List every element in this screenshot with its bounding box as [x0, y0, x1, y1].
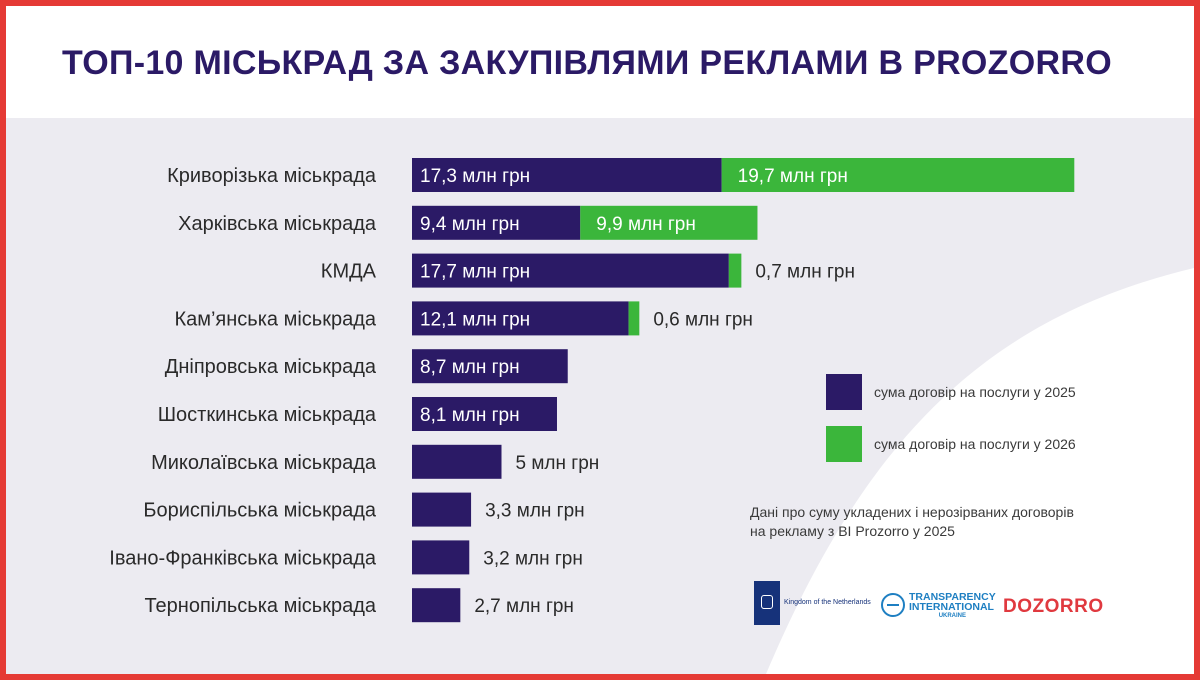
bar-2026 — [721, 158, 1075, 192]
source-note-line: на рекламу з BI Prozorro у 2025 — [750, 523, 955, 539]
category-label: Кам’янська міськрада — [174, 308, 376, 330]
data-label-2026: 9,9 млн грн — [596, 214, 696, 235]
legend-label-2025: сума договір на послуги у 2025 — [874, 384, 1076, 400]
data-label-2025: 17,3 млн грн — [420, 166, 530, 187]
data-label-2025: 17,7 млн грн — [420, 262, 530, 283]
bar-2026 — [728, 253, 742, 288]
white-curve-decoration — [766, 268, 1194, 674]
bar-2025 — [412, 540, 470, 575]
bar-2025 — [412, 301, 629, 336]
netherlands-emblem-icon — [754, 581, 780, 625]
bar-2025 — [412, 205, 581, 240]
infographic-frame: ТОП-10 МІСЬКРАД ЗА ЗАКУПІВЛЯМИ РЕКЛАМИ В… — [6, 6, 1194, 674]
ti-logo-text: TRANSPARENCY INTERNATIONAL UKRAINE — [909, 592, 996, 620]
category-label: Харківська міськрада — [178, 213, 377, 235]
bar-2025 — [412, 397, 557, 431]
data-label-2025: 8,1 млн грн — [420, 405, 520, 426]
legend-swatch-2025 — [826, 374, 862, 410]
stacked-bar-chart: Криворізька міськрада 17,3 млн грн 19,7 мл… — [109, 158, 1075, 623]
transparency-international-logo: TRANSPARENCY INTERNATIONAL UKRAINE — [881, 590, 996, 624]
bar-2025 — [412, 253, 729, 288]
bar-2025 — [412, 588, 461, 623]
data-label-2025: 12,1 млн грн — [420, 309, 530, 330]
ti-logo-line: INTERNATIONAL — [909, 601, 994, 613]
legend-swatch-2026 — [826, 426, 862, 462]
category-label: Шосткинська міськрада — [158, 404, 377, 426]
netherlands-logo: Kingdom of the Netherlands — [754, 581, 871, 625]
globe-icon — [881, 593, 905, 617]
category-label: Івано-Франківська міськрада — [109, 547, 377, 569]
category-label: Миколаївська міськрада — [151, 452, 377, 474]
dozorro-logo: DOZORRO — [1003, 596, 1104, 617]
bar-2026 — [580, 205, 758, 240]
source-note-line: Дані про суму укладених і нерозірваних д… — [750, 504, 1074, 520]
data-label-2025: 3,2 млн грн — [483, 548, 583, 569]
data-label-2025: 5 млн грн — [516, 453, 600, 474]
netherlands-logo-text: Kingdom of the Netherlands — [784, 599, 871, 606]
data-label-2025: 2,7 млн грн — [474, 596, 574, 617]
ti-logo-line: UKRAINE — [938, 613, 967, 619]
data-label-2026: 19,7 млн грн — [738, 166, 848, 187]
category-label: Криворізька міськрада — [167, 165, 377, 187]
bar-2025 — [412, 492, 472, 527]
bar-2025 — [412, 444, 502, 479]
ti-logo-line: TRANSPARENCY — [909, 591, 996, 603]
data-label-2026: 0,7 млн грн — [755, 262, 855, 283]
data-label-2025: 9,4 млн грн — [420, 214, 520, 235]
data-label-2025: 3,3 млн грн — [485, 501, 585, 522]
source-note: Дані про суму укладених і нерозірваних д… — [750, 503, 1074, 541]
legend-item-2025: сума договір на послуги у 2025 — [826, 374, 1186, 410]
legend-label-2026: сума договір на послуги у 2026 — [874, 436, 1076, 452]
category-label: Бориспільська міськрада — [143, 500, 376, 522]
bar-2025 — [412, 158, 722, 192]
data-label-2025: 8,7 млн грн — [420, 357, 520, 378]
data-label-2026: 0,6 млн грн — [653, 309, 753, 330]
bar-2026 — [628, 301, 640, 336]
page-title: ТОП-10 МІСЬКРАД ЗА ЗАКУПІВЛЯМИ РЕКЛАМИ В… — [62, 44, 1112, 82]
bar-2025 — [412, 349, 568, 384]
category-label: Дніпровська міськрада — [165, 356, 377, 378]
category-label: КМДА — [321, 261, 377, 283]
legend-item-2026: сума договір на послуги у 2026 — [826, 426, 1186, 462]
category-label: Тернопільська міськрада — [144, 595, 376, 617]
